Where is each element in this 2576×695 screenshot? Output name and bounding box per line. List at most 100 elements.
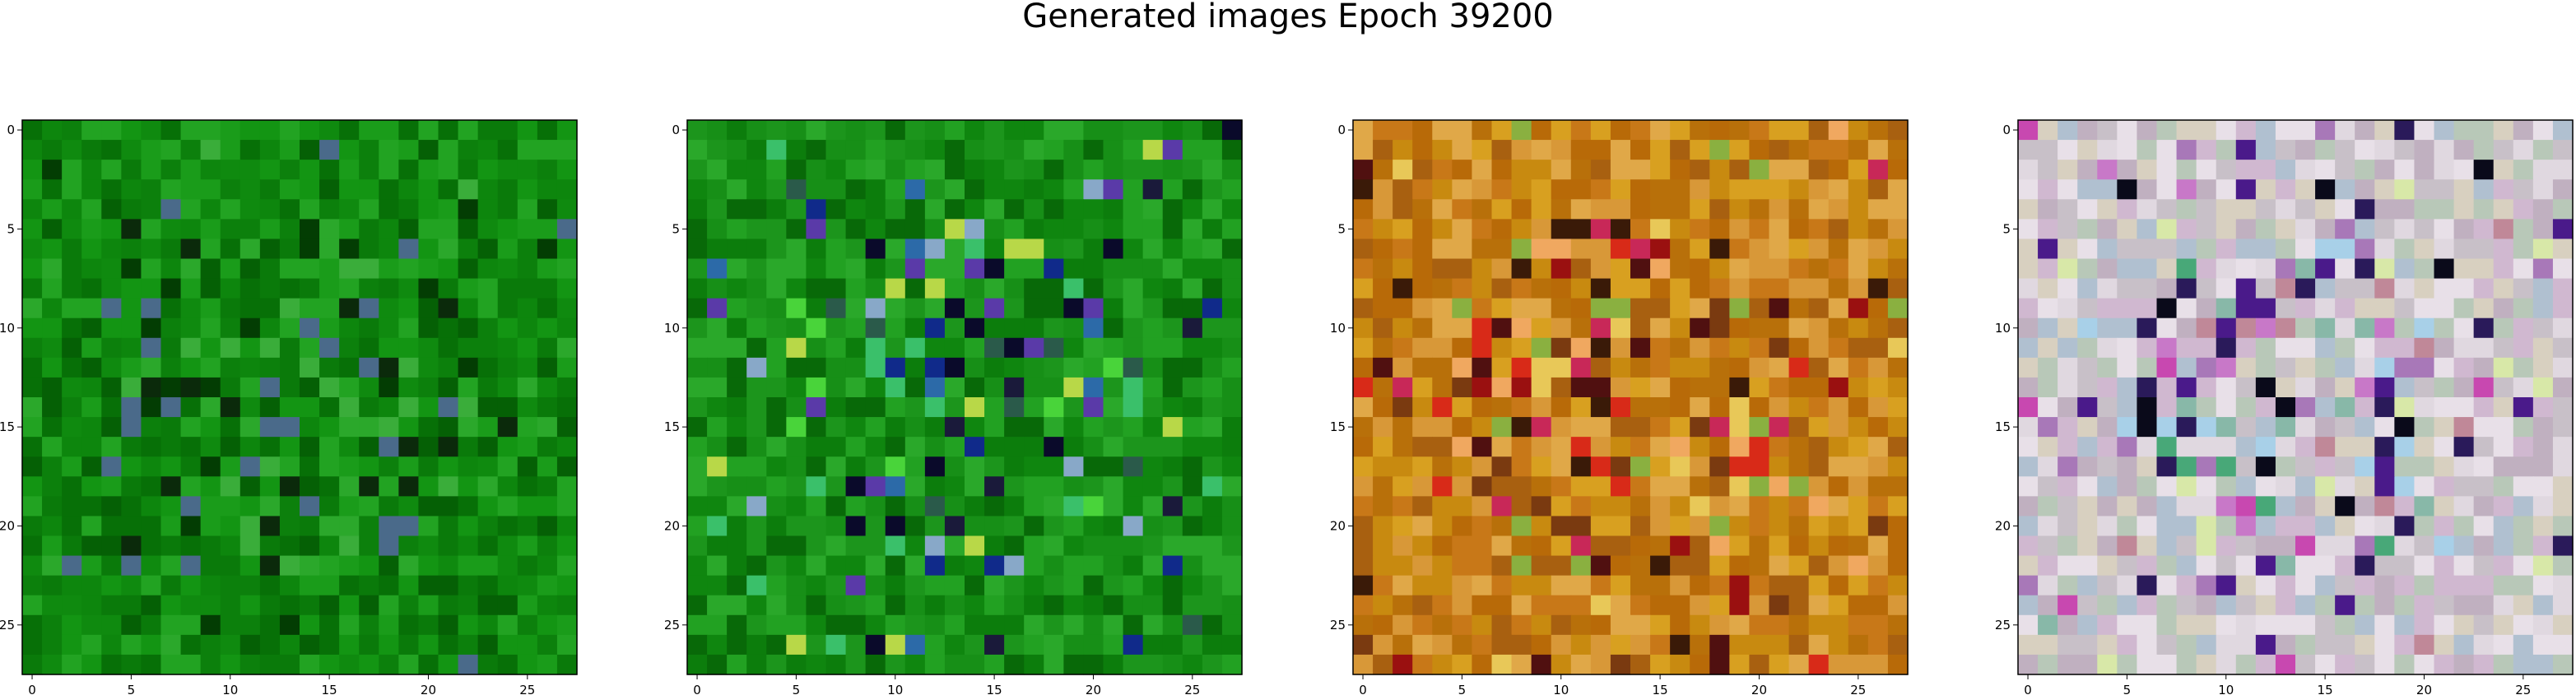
pixel-cell (1024, 614, 1044, 636)
pixel-cell (2018, 377, 2039, 398)
pixel-cell (2235, 397, 2257, 418)
pixel-cell (279, 437, 300, 457)
pixel-cell (2493, 397, 2514, 418)
pixel-cell (160, 278, 182, 299)
pixel-cell (727, 417, 747, 438)
pixel-cell (2018, 456, 2039, 477)
pixel-cell (1749, 456, 1770, 477)
pixel-cell (279, 555, 300, 577)
pixel-cell (1491, 199, 1513, 220)
pixel-cell (1570, 140, 1592, 160)
pixel-cell (806, 160, 827, 180)
pixel-cell (1004, 377, 1025, 398)
pixel-cell (477, 278, 499, 299)
pixel-cell (1353, 496, 1374, 517)
pixel-cell (1142, 437, 1164, 457)
pixel-cell (984, 317, 1005, 339)
axes-frame (686, 119, 1243, 675)
pixel-cell (1083, 654, 1104, 675)
pixel-cell (319, 160, 340, 180)
pixel-cell (438, 516, 459, 537)
pixel-cell (1221, 654, 1243, 675)
pixel-cell (1670, 337, 1690, 359)
pixel-cell (2434, 575, 2455, 596)
pixel-cell (1123, 179, 1144, 200)
pixel-cell (2235, 377, 2257, 398)
pixel-cell (1690, 535, 1710, 557)
pixel-cell (1182, 575, 1203, 596)
pixel-cell (766, 535, 787, 557)
pixel-cell (121, 496, 142, 517)
pixel-cell (2176, 258, 2197, 280)
pixel-cell (2315, 219, 2336, 240)
pixel-cell (279, 298, 300, 319)
pixel-cell (2018, 437, 2039, 457)
pixel-cell (2058, 496, 2078, 517)
pixel-cell (1393, 377, 1413, 398)
pixel-cell (1828, 575, 1849, 596)
pixel-cell (806, 654, 827, 675)
pixel-cell (517, 298, 538, 319)
pixel-cell (42, 595, 63, 616)
pixel-cell (438, 160, 459, 180)
pixel-cell (2374, 179, 2395, 200)
pixel-cell (62, 456, 82, 477)
pixel-cell (2038, 516, 2058, 537)
pixel-cell (2315, 654, 2336, 675)
pixel-cell (517, 219, 538, 240)
pixel-cell (398, 575, 420, 596)
pixel-cell (845, 614, 867, 636)
pixel-cell (904, 357, 926, 378)
pixel-cell (2374, 634, 2395, 656)
pixel-cell (2532, 317, 2554, 339)
pixel-cell (1044, 575, 1064, 596)
pixel-cell (239, 595, 261, 616)
pixel-cell (1551, 654, 1572, 675)
pixel-cell (556, 140, 578, 160)
pixel-cell (477, 614, 499, 636)
pixel-cell (2018, 317, 2039, 339)
pixel-cell (2097, 120, 2118, 141)
pixel-cell (766, 397, 787, 418)
pixel-cell (1670, 258, 1690, 280)
pixel-cell (1690, 595, 1710, 616)
pixel-cell (556, 179, 578, 200)
pixel-cell (418, 199, 439, 220)
pixel-cell (2255, 357, 2276, 378)
pixel-cell (2434, 199, 2455, 220)
pixel-cell (497, 258, 518, 280)
pixel-cell (22, 160, 43, 180)
pixel-cell (81, 535, 102, 557)
pixel-cell (1393, 357, 1413, 378)
pixel-cell (359, 298, 379, 319)
pixel-cell (160, 555, 182, 577)
pixel-cell (556, 535, 578, 557)
pixel-cell (2058, 535, 2078, 557)
pixel-cell (2097, 298, 2118, 319)
pixel-cell (2038, 397, 2058, 418)
pixel-cell (2335, 397, 2355, 418)
pixel-cell (160, 575, 182, 596)
pixel-cell (766, 179, 787, 200)
pixel-cell (2473, 357, 2495, 378)
pixel-cell (2552, 496, 2574, 517)
pixel-cell (2255, 219, 2276, 240)
pixel-cell (746, 575, 767, 596)
pixel-cell (220, 298, 241, 319)
pixel-cell (497, 160, 518, 180)
pixel-cell (398, 456, 420, 477)
pixel-cell (2038, 575, 2058, 596)
pixel-cell (1650, 357, 1671, 378)
pixel-cell (1024, 476, 1044, 497)
pixel-cell (1551, 614, 1572, 636)
pixel-cell (1570, 278, 1592, 299)
pixel-cell (517, 199, 538, 220)
pixel-cell (180, 298, 202, 319)
pixel-cell (121, 516, 142, 537)
y-tick-label: 5 (2002, 221, 2011, 236)
pixel-cell (517, 337, 538, 359)
pixel-cell (904, 278, 926, 299)
pixel-cell (556, 239, 578, 260)
pixel-cell (2255, 417, 2276, 438)
pixel-cell (2018, 535, 2039, 557)
